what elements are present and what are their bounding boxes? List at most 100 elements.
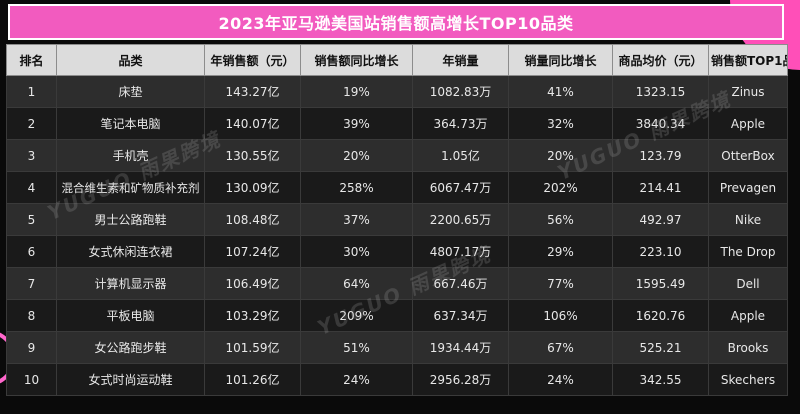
cell-volume-growth: 24% bbox=[508, 363, 613, 396]
cell-annual-volume: 667.46万 bbox=[412, 267, 509, 300]
cell-sales-growth: 19% bbox=[300, 75, 413, 108]
cell-annual-sales: 140.07亿 bbox=[204, 107, 301, 140]
cell-top-brand: The Drop bbox=[708, 235, 788, 268]
cell-volume-growth: 106% bbox=[508, 299, 613, 332]
table-row: 8 平板电脑 103.29亿 209% 637.34万 106% 1620.76 Apple bbox=[6, 299, 788, 332]
cell-annual-volume: 2200.65万 bbox=[412, 203, 509, 236]
cell-sales-growth: 51% bbox=[300, 331, 413, 364]
page-title: 2023年亚马逊美国站销售额高增长TOP10品类 bbox=[218, 14, 574, 33]
cell-sales-growth: 64% bbox=[300, 267, 413, 300]
cell-rank: 8 bbox=[6, 299, 57, 332]
cell-rank: 1 bbox=[6, 75, 57, 108]
cell-annual-volume: 1934.44万 bbox=[412, 331, 509, 364]
cell-annual-sales: 103.29亿 bbox=[204, 299, 301, 332]
cell-volume-growth: 56% bbox=[508, 203, 613, 236]
header-category: 品类 bbox=[56, 44, 205, 76]
cell-sales-growth: 258% bbox=[300, 171, 413, 204]
cell-avg-price: 123.79 bbox=[612, 139, 709, 172]
cell-annual-sales: 101.59亿 bbox=[204, 331, 301, 364]
cell-top-brand: OtterBox bbox=[708, 139, 788, 172]
cell-annual-sales: 107.24亿 bbox=[204, 235, 301, 268]
cell-annual-sales: 108.48亿 bbox=[204, 203, 301, 236]
ranking-table: 排名 品类 年销售额（元） 销售额同比增长 年销量 销量同比增长 商品均价（元）… bbox=[6, 44, 788, 396]
table-row: 5 男士公路跑鞋 108.48亿 37% 2200.65万 56% 492.97 Nike bbox=[6, 203, 788, 236]
table-row: 3 手机壳 130.55亿 20% 1.05亿 20% 123.79 OtterBox bbox=[6, 139, 788, 172]
cell-top-brand: Apple bbox=[708, 107, 788, 140]
cell-sales-growth: 24% bbox=[300, 363, 413, 396]
cell-top-brand: Dell bbox=[708, 267, 788, 300]
cell-annual-volume: 1082.83万 bbox=[412, 75, 509, 108]
cell-top-brand: Brooks bbox=[708, 331, 788, 364]
cell-volume-growth: 77% bbox=[508, 267, 613, 300]
cell-avg-price: 342.55 bbox=[612, 363, 709, 396]
cell-sales-growth: 39% bbox=[300, 107, 413, 140]
cell-annual-sales: 130.09亿 bbox=[204, 171, 301, 204]
cell-annual-sales: 101.26亿 bbox=[204, 363, 301, 396]
cell-sales-growth: 37% bbox=[300, 203, 413, 236]
cell-annual-sales: 106.49亿 bbox=[204, 267, 301, 300]
cell-top-brand: Zinus bbox=[708, 75, 788, 108]
cell-avg-price: 1595.49 bbox=[612, 267, 709, 300]
cell-sales-growth: 30% bbox=[300, 235, 413, 268]
cell-avg-price: 223.10 bbox=[612, 235, 709, 268]
cell-avg-price: 214.41 bbox=[612, 171, 709, 204]
header-annual-sales: 年销售额（元） bbox=[204, 44, 301, 76]
cell-volume-growth: 29% bbox=[508, 235, 613, 268]
cell-volume-growth: 202% bbox=[508, 171, 613, 204]
cell-avg-price: 1620.76 bbox=[612, 299, 709, 332]
header-volume-growth: 销量同比增长 bbox=[508, 44, 613, 76]
cell-category: 计算机显示器 bbox=[56, 267, 205, 300]
cell-annual-volume: 1.05亿 bbox=[412, 139, 509, 172]
table-header-row: 排名 品类 年销售额（元） 销售额同比增长 年销量 销量同比增长 商品均价（元）… bbox=[6, 44, 788, 76]
table-row: 10 女式时尚运动鞋 101.26亿 24% 2956.28万 24% 342.55 Skec… bbox=[6, 363, 788, 396]
table-body: 1 床垫 143.27亿 19% 1082.83万 41% 1323.15 Zinus 2 笔记本… bbox=[6, 75, 788, 396]
cell-rank: 9 bbox=[6, 331, 57, 364]
cell-category: 女式休闲连衣裙 bbox=[56, 235, 205, 268]
cell-annual-volume: 6067.47万 bbox=[412, 171, 509, 204]
table-row: 7 计算机显示器 106.49亿 64% 667.46万 77% 1595.49 Dell bbox=[6, 267, 788, 300]
cell-volume-growth: 67% bbox=[508, 331, 613, 364]
cell-avg-price: 1323.15 bbox=[612, 75, 709, 108]
table-row: 2 笔记本电脑 140.07亿 39% 364.73万 32% 3840.34 Apple bbox=[6, 107, 788, 140]
cell-volume-growth: 20% bbox=[508, 139, 613, 172]
cell-category: 床垫 bbox=[56, 75, 205, 108]
cell-category: 女式时尚运动鞋 bbox=[56, 363, 205, 396]
cell-category: 男士公路跑鞋 bbox=[56, 203, 205, 236]
cell-category: 平板电脑 bbox=[56, 299, 205, 332]
cell-rank: 7 bbox=[6, 267, 57, 300]
cell-volume-growth: 32% bbox=[508, 107, 613, 140]
table-row: 6 女式休闲连衣裙 107.24亿 30% 4807.17万 29% 223.10 The D… bbox=[6, 235, 788, 268]
cell-top-brand: Skechers bbox=[708, 363, 788, 396]
title-banner: 2023年亚马逊美国站销售额高增长TOP10品类 bbox=[8, 4, 784, 40]
cell-rank: 5 bbox=[6, 203, 57, 236]
cell-top-brand: Apple bbox=[708, 299, 788, 332]
cell-category: 笔记本电脑 bbox=[56, 107, 205, 140]
cell-avg-price: 525.21 bbox=[612, 331, 709, 364]
header-top-brand: 销售额TOP1品牌 bbox=[708, 44, 788, 76]
table-row: 4 混合维生素和矿物质补充剂 130.09亿 258% 6067.47万 202% 214.… bbox=[6, 171, 788, 204]
cell-rank: 10 bbox=[6, 363, 57, 396]
cell-rank: 6 bbox=[6, 235, 57, 268]
cell-rank: 4 bbox=[6, 171, 57, 204]
cell-category: 混合维生素和矿物质补充剂 bbox=[56, 171, 205, 204]
cell-rank: 2 bbox=[6, 107, 57, 140]
cell-top-brand: Nike bbox=[708, 203, 788, 236]
cell-annual-sales: 143.27亿 bbox=[204, 75, 301, 108]
cell-annual-volume: 637.34万 bbox=[412, 299, 509, 332]
cell-category: 女公路跑步鞋 bbox=[56, 331, 205, 364]
cell-avg-price: 3840.34 bbox=[612, 107, 709, 140]
header-avg-price: 商品均价（元） bbox=[612, 44, 709, 76]
cell-sales-growth: 20% bbox=[300, 139, 413, 172]
cell-rank: 3 bbox=[6, 139, 57, 172]
header-annual-volume: 年销量 bbox=[412, 44, 509, 76]
cell-category: 手机壳 bbox=[56, 139, 205, 172]
header-sales-growth: 销售额同比增长 bbox=[300, 44, 413, 76]
cell-annual-volume: 2956.28万 bbox=[412, 363, 509, 396]
cell-annual-volume: 4807.17万 bbox=[412, 235, 509, 268]
cell-top-brand: Prevagen bbox=[708, 171, 788, 204]
table-row: 9 女公路跑步鞋 101.59亿 51% 1934.44万 67% 525.21 Brooks bbox=[6, 331, 788, 364]
cell-sales-growth: 209% bbox=[300, 299, 413, 332]
cell-avg-price: 492.97 bbox=[612, 203, 709, 236]
cell-annual-sales: 130.55亿 bbox=[204, 139, 301, 172]
